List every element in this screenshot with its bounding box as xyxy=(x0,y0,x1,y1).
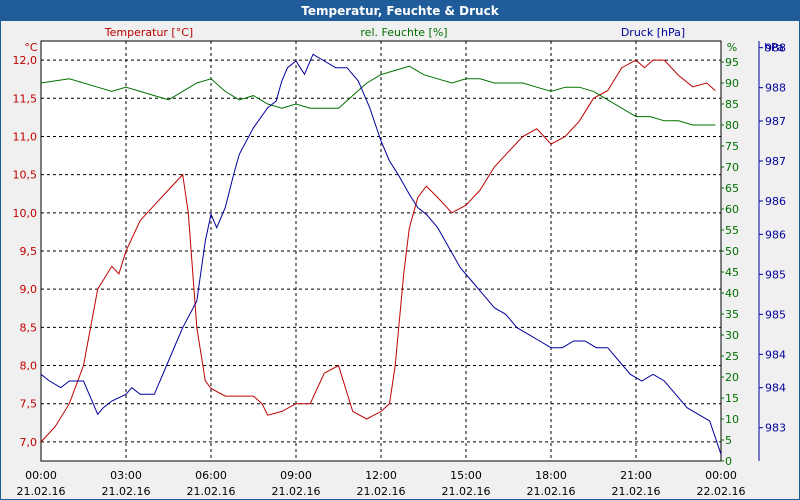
temperature-tick: 9,5 xyxy=(20,245,38,258)
humidity-tick: 30 xyxy=(725,329,739,342)
humidity-tick: 35 xyxy=(725,308,739,321)
x-tick-time: 09:00 xyxy=(280,469,312,482)
humidity-tick: 75 xyxy=(725,140,739,153)
humidity-tick: 5 xyxy=(725,434,732,447)
temperature-tick: 7,0 xyxy=(20,436,38,449)
x-tick-date: 21.02.16 xyxy=(357,485,406,498)
pressure-tick: 984 xyxy=(765,382,786,395)
pressure-tick: 986 xyxy=(765,228,786,241)
window-title: Temperatur, Feuchte & Druck xyxy=(1,1,799,21)
x-tick-time: 21:00 xyxy=(620,469,652,482)
pressure-tick: 983 xyxy=(765,422,786,435)
humidity-tick: 15 xyxy=(725,392,739,405)
pressure-tick: 985 xyxy=(765,308,786,321)
x-tick-date: 21.02.16 xyxy=(17,485,66,498)
pressure-tick: 988 xyxy=(765,82,786,95)
pressure-tick: 985 xyxy=(765,268,786,281)
humidity-tick: 25 xyxy=(725,350,739,363)
humidity-tick: 55 xyxy=(725,224,739,237)
pressure-tick: 986 xyxy=(765,195,786,208)
humidity-tick: 45 xyxy=(725,266,739,279)
temperature-tick: 10,5 xyxy=(13,169,38,182)
humidity-tick: 20 xyxy=(725,371,739,384)
humidity-tick: 90 xyxy=(725,77,739,90)
humidity-unit: % xyxy=(727,41,737,54)
temperature-tick: 11,5 xyxy=(13,92,38,105)
x-tick-date: 21.02.16 xyxy=(527,485,576,498)
pressure-tick: 988 xyxy=(765,42,786,55)
temperature-tick: 7,5 xyxy=(20,398,38,411)
axis-labels: 00:00 21.02.16 03:00 21.02.16 06:00 21.02.16 0… xyxy=(13,41,786,498)
humidity-tick: 85 xyxy=(725,98,739,111)
humidity-tick: 95 xyxy=(725,56,739,69)
pressure-series-line xyxy=(40,53,722,455)
humidity-tick: 10 xyxy=(725,413,739,426)
temperature-tick: 9,0 xyxy=(20,283,38,296)
pressure-tick: 987 xyxy=(765,115,786,128)
pressure-tick: 987 xyxy=(765,155,786,168)
x-tick-date: 21.02.16 xyxy=(612,485,661,498)
humidity-tick: 50 xyxy=(725,245,739,258)
x-tick-time: 00:00 xyxy=(705,469,737,482)
pressure-axis-title: Druck [hPa] xyxy=(621,26,685,39)
humidity-tick: 60 xyxy=(725,203,739,216)
pressure-tick: 984 xyxy=(765,348,786,361)
x-tick-date: 21.02.16 xyxy=(272,485,321,498)
x-tick-date: 21.02.16 xyxy=(102,485,151,498)
humidity-tick: 80 xyxy=(725,119,739,132)
grid-lines xyxy=(41,41,721,461)
x-tick-date: 22.02.16 xyxy=(697,485,746,498)
humidity-series-line xyxy=(40,65,716,126)
x-tick-time: 00:00 xyxy=(25,469,57,482)
temperature-tick: 10,0 xyxy=(13,207,38,220)
humidity-tick: 40 xyxy=(725,287,739,300)
x-tick-time: 18:00 xyxy=(535,469,567,482)
temperature-tick: 8,5 xyxy=(20,321,38,334)
temperature-axis-title: Temperatur [°C] xyxy=(104,26,193,39)
humidity-axis-title: rel. Feuchte [%] xyxy=(360,26,447,39)
series-group xyxy=(40,53,722,455)
x-tick-date: 21.02.16 xyxy=(187,485,236,498)
x-tick-time: 03:00 xyxy=(110,469,142,482)
x-tick-time: 15:00 xyxy=(450,469,482,482)
temperature-tick: 12,0 xyxy=(13,54,38,67)
temperature-unit: °C xyxy=(24,41,38,54)
humidity-tick: 65 xyxy=(725,182,739,195)
pressure-unit: hPa xyxy=(764,41,784,54)
humidity-tick: 0 xyxy=(725,455,732,468)
temperature-tick: 8,0 xyxy=(20,360,38,373)
humidity-tick: 70 xyxy=(725,161,739,174)
temperature-series-line xyxy=(40,59,716,443)
x-tick-date: 21.02.16 xyxy=(442,485,491,498)
temperature-tick: 11,0 xyxy=(13,130,38,143)
x-tick-time: 12:00 xyxy=(365,469,397,482)
x-tick-time: 06:00 xyxy=(195,469,227,482)
